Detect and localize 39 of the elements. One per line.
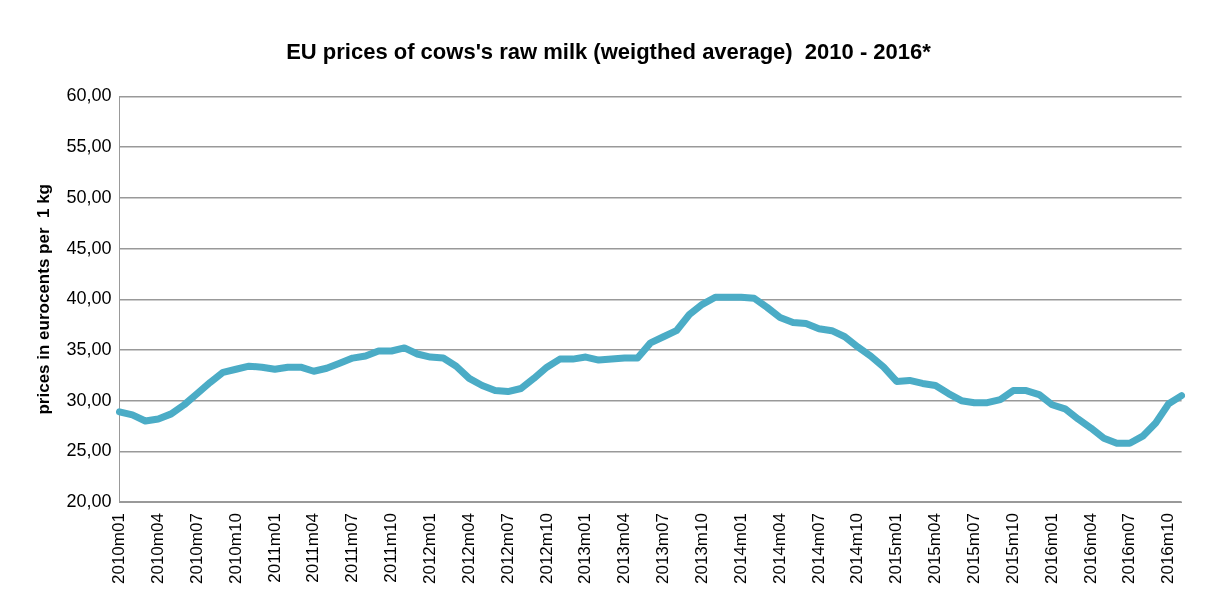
y-tick-label: 35,00 — [66, 338, 112, 359]
x-tick-label: 2012m07 — [497, 513, 517, 584]
x-tick-label: 2016m07 — [1119, 513, 1139, 584]
x-tick-label: 2013m01 — [575, 513, 595, 584]
x-tick-label: 2010m04 — [147, 513, 167, 584]
x-tick-label: 2016m04 — [1080, 513, 1100, 584]
x-tick-label: 2016m01 — [1041, 513, 1061, 584]
y-axis-title: prices in eurocents per 1 kg — [33, 183, 53, 415]
x-tick-label: 2011m04 — [303, 513, 323, 583]
x-tick-label: 2011m01 — [264, 513, 284, 583]
y-tick-label: 40,00 — [66, 288, 112, 309]
y-tick-label: 45,00 — [66, 237, 112, 258]
x-tick-label: 2012m04 — [458, 513, 478, 584]
x-tick-label: 2011m07 — [342, 513, 362, 583]
y-tick-label: 20,00 — [66, 491, 112, 512]
chart-title: EU prices of cows's raw milk (weigthed average) 2010 - 2016* — [286, 39, 932, 65]
x-tick-label: 2010m07 — [186, 513, 206, 584]
x-tick-label: 2014m01 — [730, 513, 750, 584]
x-tick-label: 2015m04 — [925, 513, 945, 584]
x-tick-label: 2010m01 — [109, 513, 129, 584]
x-tick-label: 2014m07 — [808, 513, 828, 584]
x-tick-label: 2011m10 — [381, 513, 401, 583]
x-tick-label: 2015m07 — [964, 513, 984, 584]
y-tick-label: 30,00 — [66, 389, 112, 410]
x-tick-label: 2013m10 — [692, 513, 712, 584]
x-tick-label: 2016m10 — [1158, 513, 1178, 584]
x-tick-label: 2010m10 — [225, 513, 245, 584]
x-tick-label: 2014m04 — [769, 513, 789, 584]
x-tick-label: 2013m07 — [653, 513, 673, 584]
x-tick-label: 2012m10 — [536, 513, 556, 584]
y-tick-label: 60,00 — [66, 85, 112, 106]
x-tick-label: 2013m04 — [614, 513, 634, 584]
x-tick-label: 2015m01 — [886, 513, 906, 584]
y-tick-label: 55,00 — [66, 136, 112, 157]
x-tick-label: 2015m10 — [1002, 513, 1022, 584]
x-tick-label: 2014m10 — [847, 513, 867, 584]
x-tick-label: 2012m01 — [420, 513, 440, 584]
y-tick-label: 50,00 — [66, 186, 112, 207]
y-tick-label: 25,00 — [66, 440, 112, 461]
